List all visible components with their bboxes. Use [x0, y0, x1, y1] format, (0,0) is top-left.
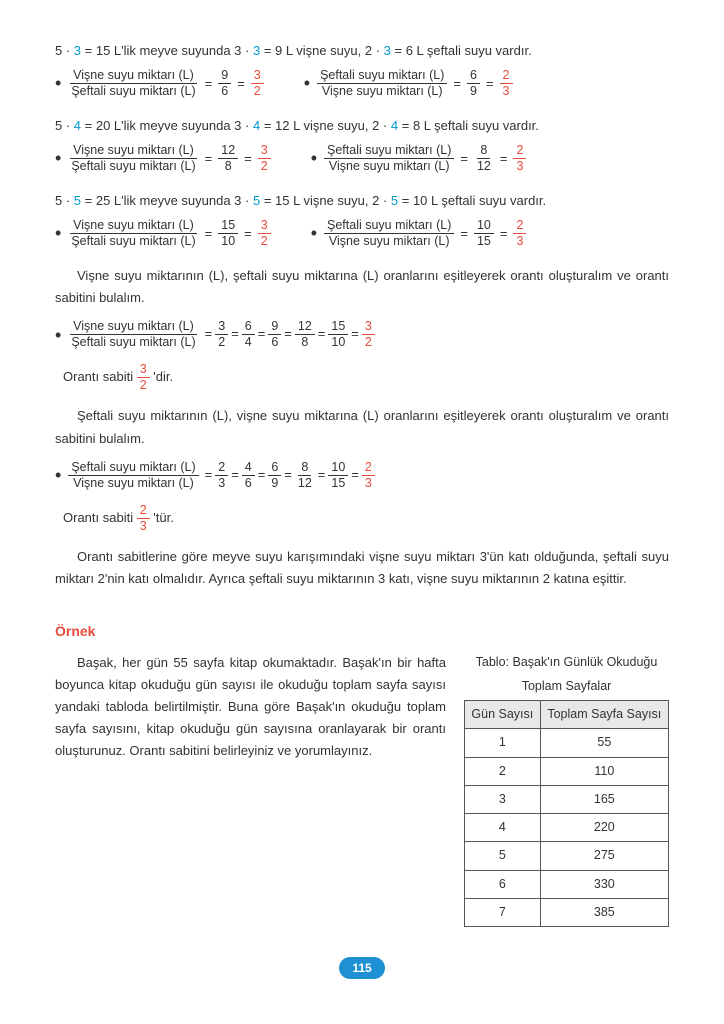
- sabit1-n: 3: [137, 362, 150, 378]
- table-row: 7385: [465, 898, 669, 926]
- sabit1-post: 'dir.: [153, 369, 173, 384]
- chain1-den-label: Şeftali suyu miktarı (L): [68, 335, 198, 350]
- ratio-row: •Vişne suyu miktarı (L)Şeftali suyu mikt…: [55, 218, 669, 249]
- table-row: 4220: [465, 814, 669, 842]
- sabit2-post: 'tür.: [153, 510, 174, 525]
- ratio-row: •Vişne suyu miktarı (L)Şeftali suyu mikt…: [55, 68, 669, 99]
- table-header-1: Gün Sayısı: [465, 701, 541, 729]
- table-row: 6330: [465, 870, 669, 898]
- constant-1: Orantı sabiti 32 'dir.: [63, 362, 669, 393]
- data-table: Gün Sayısı Toplam Sayfa Sayısı 155211031…: [464, 700, 669, 927]
- chain1-num-label: Vişne suyu miktarı (L): [70, 319, 197, 335]
- table-row: 2110: [465, 757, 669, 785]
- sabit2-n: 2: [137, 503, 150, 519]
- constant-2: Orantı sabiti 23 'tür.: [63, 503, 669, 534]
- intro-line: 5 · 3 = 15 L'lik meyve suyunda 3 · 3 = 9…: [55, 40, 669, 62]
- example-header: Örnek: [55, 620, 669, 644]
- chain-1: • Vişne suyu miktarı (L)Şeftali suyu mik…: [55, 319, 669, 350]
- sabit1-pre: Orantı sabiti: [63, 369, 137, 384]
- table-row: 5275: [465, 842, 669, 870]
- ratio-row: •Vişne suyu miktarı (L)Şeftali suyu mikt…: [55, 143, 669, 174]
- paragraph-2: Şeftali suyu miktarının (L), vişne suyu …: [55, 405, 669, 449]
- table-row: 155: [465, 729, 669, 757]
- example-text: Başak, her gün 55 sayfa kitap okumaktadı…: [55, 652, 446, 762]
- chain2-num-label: Şeftali suyu miktarı (L): [68, 460, 198, 476]
- sabit1-d: 2: [137, 378, 150, 393]
- intro-line: 5 · 5 = 25 L'lik meyve suyunda 3 · 5 = 1…: [55, 190, 669, 212]
- sabit2-pre: Orantı sabiti: [63, 510, 137, 525]
- paragraph-1: Vişne suyu miktarının (L), şeftali suyu …: [55, 265, 669, 309]
- table-header-2: Toplam Sayfa Sayısı: [540, 701, 668, 729]
- sabit2-d: 3: [137, 519, 150, 534]
- chain2-den-label: Vişne suyu miktarı (L): [70, 476, 197, 491]
- table-title-1: Tablo: Başak'ın Günlük Okuduğu: [464, 652, 669, 673]
- paragraph-3: Orantı sabitlerine göre meyve suyu karış…: [55, 546, 669, 590]
- page-number: 115: [339, 957, 385, 979]
- intro-line: 5 · 4 = 20 L'lik meyve suyunda 3 · 4 = 1…: [55, 115, 669, 137]
- chain-2: • Şeftali suyu miktarı (L)Vişne suyu mik…: [55, 460, 669, 491]
- table-row: 3165: [465, 785, 669, 813]
- table-title-2: Toplam Sayfalar: [464, 676, 669, 697]
